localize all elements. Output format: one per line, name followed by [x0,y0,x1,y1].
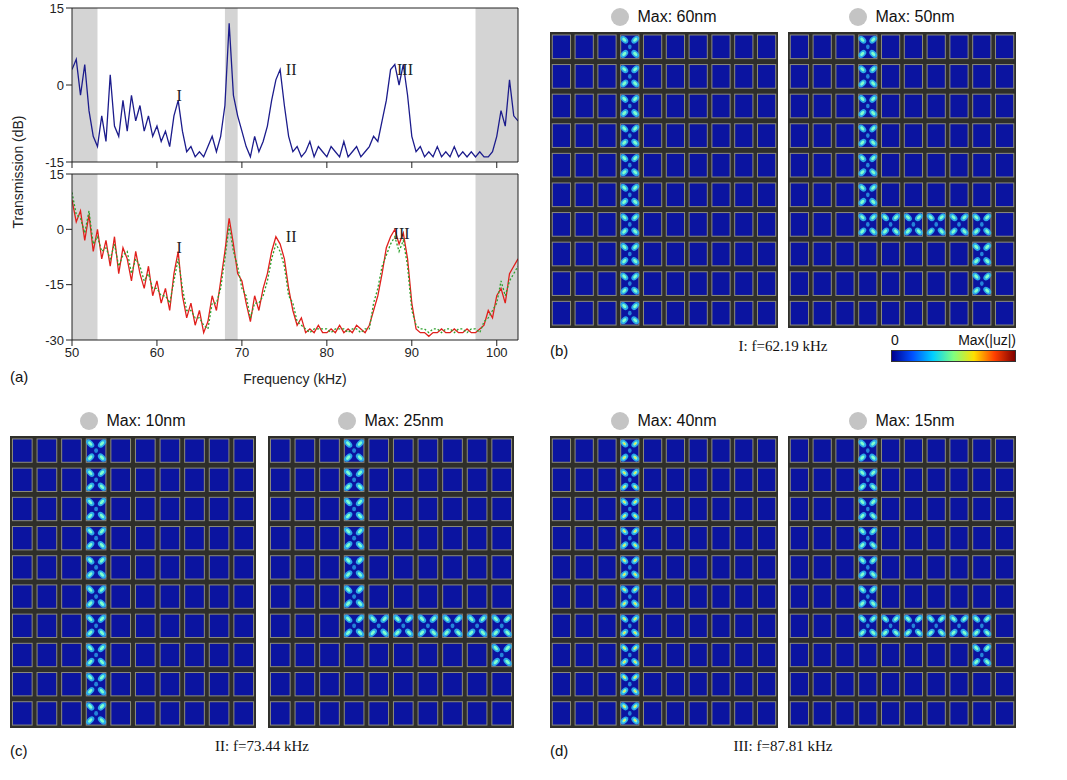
html-text:Transmission (dB): Transmission (dB) [10,115,26,229]
svg-text:15: 15 [50,167,64,182]
html-text:(b): (b) [550,342,569,359]
svg-text:0: 0 [57,222,64,237]
html-text:(a): (a) [10,368,29,385]
html-text:III: f=87.81 kHz: III: f=87.81 kHz [733,738,833,754]
svg-text:II: II [286,61,297,78]
svg-text:-30: -30 [45,333,64,348]
svg-text:15: 15 [50,1,64,16]
html-text:Max: 60nm: Max: 60nm [637,8,717,25]
svg-text:-15: -15 [45,154,64,170]
svg-text:70: 70 [235,345,249,360]
svg-text:80: 80 [320,345,334,360]
svg-text:I: I [176,87,181,104]
html-text:(c): (c) [10,742,28,759]
html-text:0: 0 [891,332,899,348]
svg-text:I: I [176,239,181,256]
html-text:Max: 50nm: Max: 50nm [875,8,955,25]
svg-text:90: 90 [405,345,419,360]
html-text:Max: 40nm: Max: 40nm [637,412,717,429]
svg-text:-15: -15 [45,277,64,292]
svg-text:100: 100 [486,345,508,360]
html-text:II: f=73.44 kHz: II: f=73.44 kHz [215,738,309,754]
svg-text:0: 0 [57,78,64,93]
svg-text:60: 60 [150,345,164,360]
svg-text:50: 50 [65,345,79,360]
html-text:(d): (d) [550,742,569,759]
svg-text:III: III [397,61,413,78]
html-text:I: f=62.19 kHz: I: f=62.19 kHz [738,338,828,354]
html-text:Max(|uz|): Max(|uz|) [958,332,1016,348]
html-text:Max: 10nm: Max: 10nm [106,412,186,429]
svg-text:III: III [394,225,410,242]
html-text:Max: 15nm: Max: 15nm [875,412,955,429]
html-text:Max: 25nm: Max: 25nm [364,412,444,429]
svg-text:Frequency (kHz): Frequency (kHz) [243,371,346,387]
svg-text:II: II [286,228,297,245]
